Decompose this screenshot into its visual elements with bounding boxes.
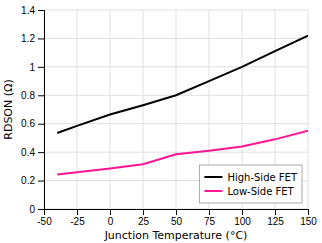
tick: 25 — [138, 209, 150, 227]
tick: 150 — [300, 209, 317, 227]
tick: 0.4 — [21, 147, 44, 158]
tick-mark — [110, 209, 111, 215]
tick: 1 — [29, 62, 44, 73]
tick-label: 0.8 — [21, 90, 35, 101]
plot: -50 -25 0 25 50 75 100 125 150 0 0.2 0.4 0.6 0.8 1 1.2 1… — [21, 5, 317, 227]
tick-mark — [77, 209, 78, 215]
grid-line — [44, 66, 308, 67]
grid-line — [77, 10, 78, 209]
tick: 0 — [29, 204, 44, 215]
tick: 1.4 — [21, 5, 44, 16]
tick-mark — [38, 67, 44, 68]
tick: 0.8 — [21, 90, 44, 101]
lines — [57, 36, 308, 175]
tick: 1.2 — [21, 33, 44, 44]
legend-label: High-Side FET — [227, 172, 297, 183]
tick-label: 50 — [171, 216, 183, 227]
tick-mark — [209, 209, 210, 215]
tick-mark — [242, 209, 243, 215]
tick: 75 — [204, 209, 216, 227]
tick-label: 100 — [234, 216, 251, 227]
series-line — [57, 36, 308, 133]
grid-line — [44, 152, 308, 153]
tick: 0 — [108, 209, 114, 227]
x-axis-title: Junction Temperature (°C) — [104, 229, 248, 242]
grid — [44, 10, 308, 209]
tick-label: 0 — [29, 204, 35, 215]
tick-label: 1.2 — [21, 33, 35, 44]
tick: 0.6 — [21, 118, 44, 129]
chart: -50 -25 0 25 50 75 100 125 150 0 0.2 0.4 0.6 0.8 1 1.2 1… — [0, 0, 322, 243]
tick-label: 0.6 — [21, 118, 35, 129]
legend-label: Low-Side FET — [227, 186, 294, 197]
tick-label: 125 — [267, 216, 284, 227]
tick: -25 — [70, 209, 85, 227]
axis-line — [45, 210, 309, 216]
grid-line — [176, 10, 177, 209]
tick: 0.2 — [21, 175, 44, 186]
tick-mark — [38, 152, 44, 153]
tick-mark — [38, 38, 44, 39]
tick-label: 1 — [29, 62, 35, 73]
grid-line — [44, 10, 308, 11]
tick: 100 — [234, 209, 251, 227]
grid-line — [110, 10, 111, 209]
tick-mark — [38, 124, 44, 125]
tick-label: 75 — [204, 216, 216, 227]
tick-label: 0 — [108, 216, 114, 227]
tick-mark — [275, 209, 276, 215]
legend-swatch — [204, 176, 222, 178]
tick-label: -25 — [70, 216, 85, 227]
axis-line — [38, 11, 45, 210]
tick-mark — [308, 209, 309, 215]
tick-label: 0.2 — [21, 175, 35, 186]
tick-mark — [143, 209, 144, 215]
tick-mark — [38, 10, 44, 11]
tick: 50 — [171, 209, 183, 227]
x-axis: -50 -25 0 25 50 75 100 125 150 — [37, 209, 317, 227]
y-axis: 0 0.2 0.4 0.6 0.8 1 1.2 1.4 — [21, 5, 44, 215]
tick-mark — [38, 209, 44, 210]
tick-mark — [176, 209, 177, 215]
tick-label: 25 — [138, 216, 150, 227]
tick: -50 — [37, 209, 52, 227]
tick-label: 0.4 — [21, 147, 35, 158]
tick-label: 1.4 — [21, 5, 35, 16]
y-axis-title: RDSON (Ω) — [2, 79, 15, 139]
legend: High-Side FET Low-Side FET — [199, 165, 302, 203]
grid-line — [44, 38, 308, 39]
tick: 125 — [267, 209, 284, 227]
tick-label: -50 — [37, 216, 52, 227]
legend-swatch — [204, 190, 222, 192]
tick-mark — [38, 95, 44, 96]
legend-frame — [199, 165, 302, 203]
grid-line — [143, 10, 144, 209]
tick-label: 150 — [300, 216, 317, 227]
grid-line — [308, 10, 309, 209]
tick-mark — [38, 181, 44, 182]
